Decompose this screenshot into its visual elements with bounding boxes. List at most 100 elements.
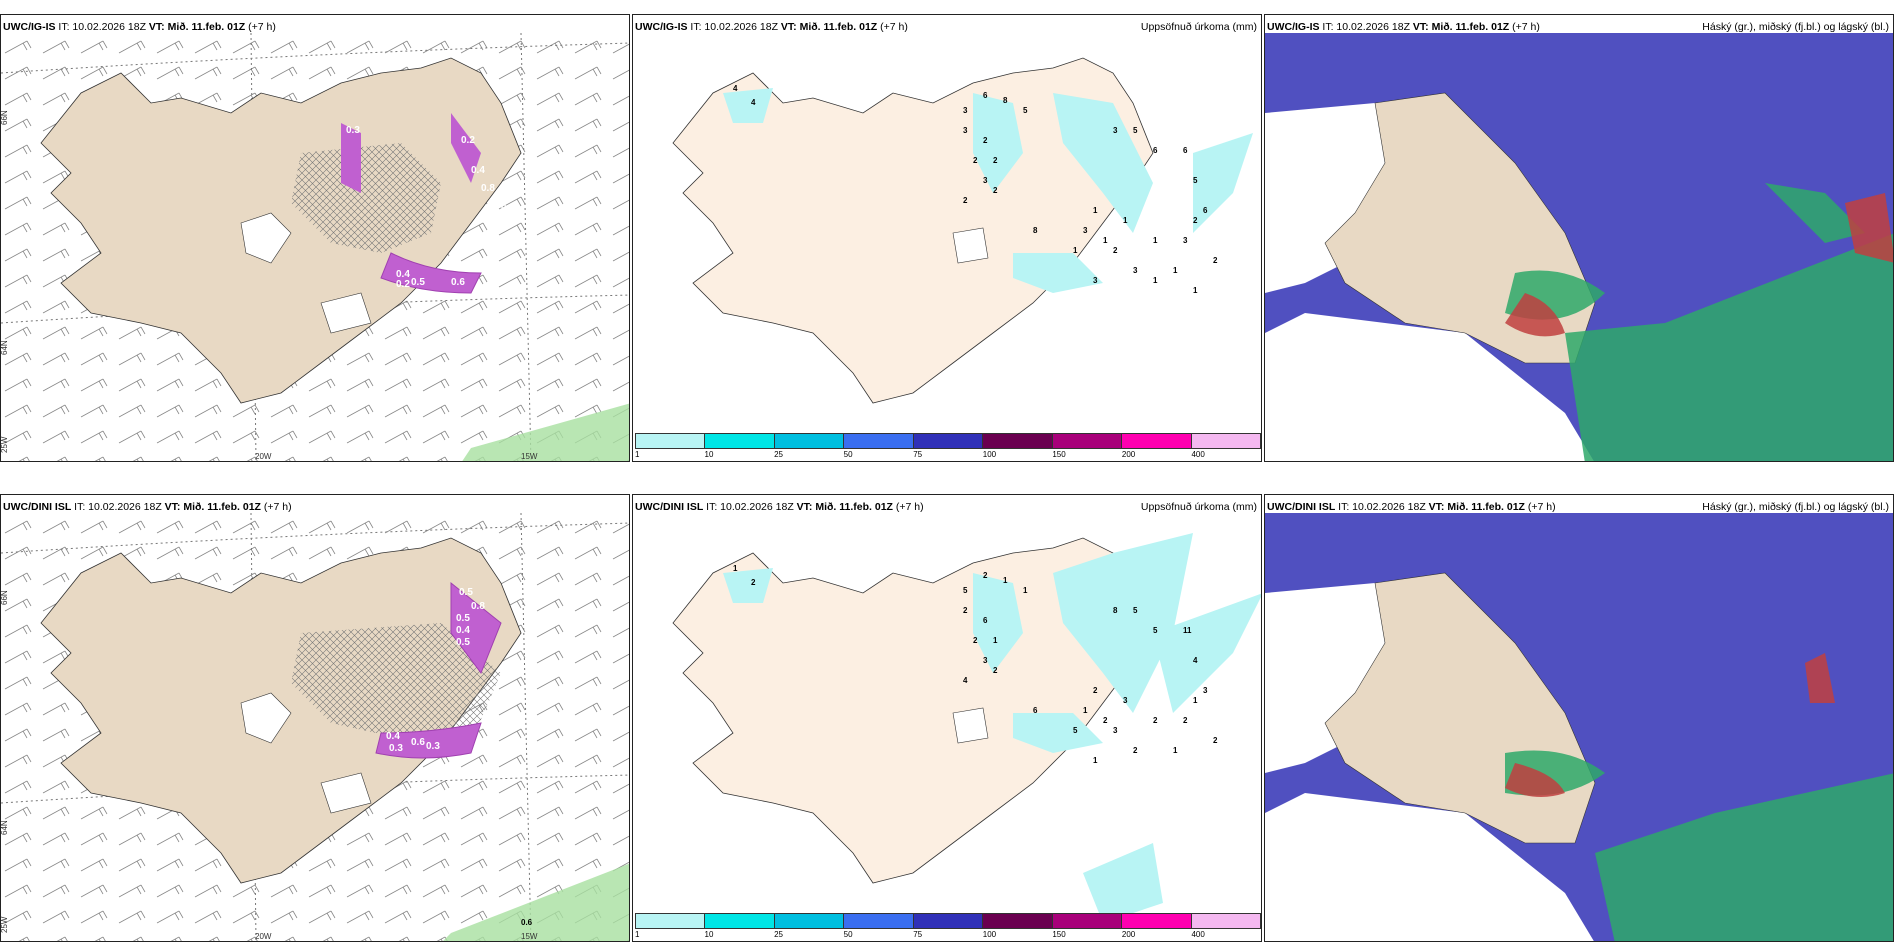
precip-value: 1: [1153, 236, 1158, 245]
precip-value: 3: [1113, 126, 1118, 135]
colorbar-ticks: 1 10 25 50 75 100 150 200 400: [635, 929, 1261, 941]
wind-value: 0.4: [471, 165, 485, 176]
panel-header: UWC/DINI ISL IT: 10.02.2026 18Z VT: Mið.…: [1265, 495, 1893, 515]
lat-label: 64N: [1, 340, 9, 355]
precip-value: 1: [1153, 276, 1158, 285]
precip-band: [380, 252, 482, 294]
glaciers: [240, 212, 372, 334]
valid-time: VT: Mið. 11.feb. 01Z: [1428, 501, 1525, 513]
precip-value: 2: [993, 186, 998, 195]
precip-value: 6: [983, 91, 988, 100]
colorbar-tick: 200: [1121, 450, 1136, 459]
lon-label: 15W: [521, 932, 538, 941]
precip-value: 6: [1183, 146, 1188, 155]
wind-panel-row1: UWC/IG-IS IT: 10.02.2026 18Z VT: Mið. 11…: [0, 14, 630, 462]
precip-value: 1: [1093, 756, 1098, 765]
precip-value: 2: [983, 136, 988, 145]
precip-value: 4: [963, 676, 968, 685]
valid-time: VT: Mið. 11.feb. 01Z: [780, 21, 878, 33]
precip-value: 3: [1123, 696, 1128, 705]
colorbar: [635, 433, 1261, 449]
hatch-area: [291, 143, 441, 253]
colorbar-tick: 75: [913, 930, 923, 939]
colorbar-swatch: [636, 434, 706, 448]
high-cloud: [1505, 653, 1835, 797]
colorbar-swatch: [1052, 914, 1123, 928]
wind-value: 0.4: [456, 625, 470, 636]
wind-value: 0.6: [451, 277, 465, 288]
hatch-area: [291, 623, 501, 743]
lon-label: 20W: [255, 452, 272, 461]
panel-title: Háský (gr.), miðský (fj.bl.) og lágský (…: [1702, 501, 1889, 513]
colorbar-tick: 150: [1052, 450, 1066, 459]
lead-time: (+7 h): [263, 501, 292, 513]
wind-value: 0.4: [396, 269, 410, 280]
precip-value: 2: [963, 606, 968, 615]
precip-value: 2: [973, 156, 978, 165]
cloud-map[interactable]: [1265, 513, 1894, 942]
colorbar-swatch: [844, 434, 914, 448]
wind-value: 0.4: [386, 731, 400, 742]
iceland-land: [672, 57, 1154, 404]
precip-value: 8: [1113, 606, 1118, 615]
precip-value: 2: [993, 156, 998, 165]
panel-header: UWC/DINI ISL IT: 10.02.2026 18Z VT: Mið.…: [633, 495, 1261, 515]
colorbar-swatch: [774, 434, 845, 448]
valid-time: VT: Mið. 11.feb. 01Z: [164, 501, 261, 513]
precip-value: 1: [993, 636, 998, 645]
cloud-map[interactable]: [1265, 33, 1894, 462]
colorbar-tick: 400: [1191, 450, 1205, 459]
wind-value: 0.3: [389, 743, 403, 754]
colorbar-swatch: [983, 914, 1053, 928]
precip-value: 1: [1123, 216, 1128, 225]
precip-panel-row1: UWC/IG-IS IT: 10.02.2026 18Z VT: Mið. 11…: [632, 14, 1262, 462]
colorbar-swatch: [844, 914, 914, 928]
lead-time: (+7 h): [1527, 501, 1556, 513]
glacier: [952, 227, 989, 264]
colorbar-swatch: [983, 434, 1053, 448]
wind-value: 0.5: [456, 637, 470, 648]
init-time: IT: 10.02.2026 18Z: [58, 21, 146, 33]
colorbar-swatch: [913, 434, 984, 448]
colorbar-tick: 50: [843, 930, 853, 939]
wind-map[interactable]: 0.4 0.2 0.5 0.6 0.3 0.2 0.4 0.8 0.5 66N …: [1, 33, 630, 462]
lead-time: (+7 h): [895, 501, 924, 513]
lon-label: 25W: [1, 436, 9, 453]
wind-value: 0.2: [461, 135, 475, 146]
precip-value: 8: [1003, 96, 1008, 105]
lon-label: 20W: [255, 932, 272, 941]
panel-header: UWC/IG-IS IT: 10.02.2026 18Z VT: Mið. 11…: [1, 15, 629, 35]
precip-value: 5: [1073, 726, 1078, 735]
wind-value: 0.2: [396, 279, 410, 290]
precip-value: 3: [983, 656, 988, 665]
precip-value: 2: [993, 666, 998, 675]
model-name: UWC/DINI ISL: [1267, 501, 1336, 513]
precip-value: 6: [1203, 206, 1208, 215]
colorbar-swatch: [1122, 434, 1192, 448]
colorbar-tick: 50: [843, 450, 853, 459]
high-cloud: [1505, 193, 1893, 337]
lat-label: 66N: [1, 590, 9, 605]
wind-map[interactable]: 0.4 0.5 0.8 0.5 0.4 0.5 0.3 0.6 0.3 0.6 …: [1, 513, 630, 942]
colorbar-swatch: [1052, 434, 1123, 448]
precip-value: 3: [1113, 726, 1118, 735]
wind-value: 0.5: [501, 203, 515, 214]
colorbar-swatch: [705, 914, 775, 928]
wind-value: 0.6: [521, 918, 533, 927]
colorbar-tick: 400: [1191, 930, 1205, 939]
lead-time: (+7 h): [248, 21, 276, 33]
precip-value: 5: [963, 586, 968, 595]
precip-value: 6: [1033, 706, 1038, 715]
glaciers: [240, 692, 372, 814]
precip-value: 2: [751, 578, 756, 587]
precip-value: 2: [1103, 716, 1108, 725]
precip-value: 3: [1133, 266, 1138, 275]
green-area: [462, 403, 629, 461]
wind-value: 0.8: [471, 601, 485, 612]
precip-value: 2: [1193, 216, 1198, 225]
precip-value: 11: [1183, 626, 1192, 635]
colorbar-tick: 25: [774, 930, 784, 939]
cloud-panel-row1: UWC/IG-IS IT: 10.02.2026 18Z VT: Mið. 11…: [1264, 14, 1894, 462]
